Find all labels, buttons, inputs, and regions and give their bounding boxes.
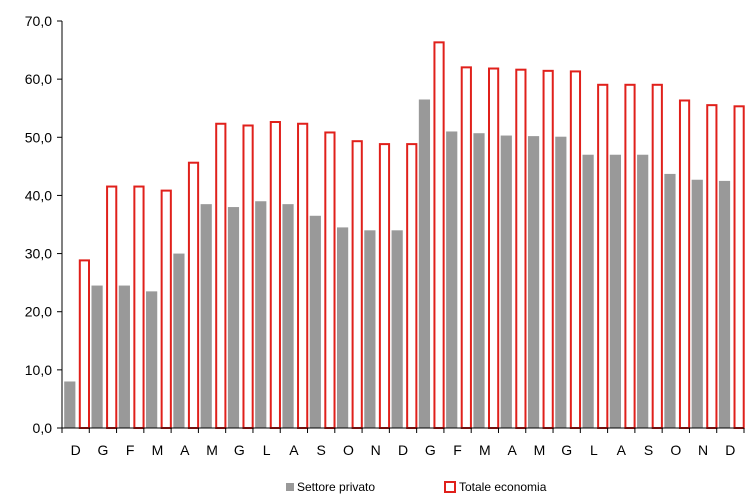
bar-settore-privato bbox=[582, 154, 594, 428]
bar-settore-privato bbox=[282, 204, 294, 428]
bar-settore-privato bbox=[664, 173, 676, 428]
legend-item-settore-privato: Settore privato bbox=[286, 480, 375, 494]
bar-totale-economia bbox=[515, 68, 527, 429]
bar-totale-economia bbox=[133, 185, 145, 429]
bar-totale-economia bbox=[378, 143, 391, 429]
y-tick-label: 0,0 bbox=[33, 420, 53, 436]
bar-settore-privato bbox=[691, 179, 703, 428]
x-tick-label: G bbox=[97, 442, 108, 458]
bar-totale-economia bbox=[160, 189, 172, 429]
y-tick-label: 60,0 bbox=[25, 71, 52, 87]
x-tick-label: L bbox=[590, 442, 598, 458]
x-tick-label: G bbox=[561, 442, 572, 458]
bar-settore-privato bbox=[391, 230, 403, 428]
x-tick-label: A bbox=[289, 442, 299, 458]
bar-settore-privato bbox=[255, 201, 267, 428]
x-tick-label: O bbox=[670, 442, 681, 458]
x-tick-label: S bbox=[644, 442, 653, 458]
bar-totale-economia bbox=[106, 185, 118, 429]
x-tick-label: O bbox=[343, 442, 354, 458]
x-tick-label: A bbox=[180, 442, 190, 458]
bar-settore-privato bbox=[609, 154, 621, 428]
bar-totale-economia bbox=[324, 131, 336, 429]
y-tick-label: 50,0 bbox=[25, 129, 52, 145]
legend-swatch-settore-privato bbox=[286, 483, 294, 491]
legend: Settore privato Totale economia bbox=[286, 480, 547, 494]
x-tick-label: S bbox=[316, 442, 325, 458]
bar-settore-privato bbox=[118, 285, 130, 428]
bar-totale-economia bbox=[269, 121, 281, 430]
bar-totale-economia bbox=[651, 83, 663, 430]
bar-totale-economia bbox=[351, 140, 363, 429]
bar-settore-privato bbox=[146, 291, 158, 428]
bar-settore-privato bbox=[500, 135, 512, 428]
bar-settore-privato bbox=[91, 285, 103, 428]
bars bbox=[64, 41, 745, 430]
x-tick-label: G bbox=[234, 442, 245, 458]
bar-totale-economia bbox=[187, 161, 200, 429]
y-axis: 0,0 10,0 20,0 30,0 40,0 50,0 60,0 70,0 bbox=[25, 13, 63, 436]
bar-settore-privato bbox=[227, 207, 240, 428]
x-tick-label: M bbox=[479, 442, 491, 458]
bar-settore-privato bbox=[364, 230, 376, 428]
y-tick-label: 40,0 bbox=[25, 187, 52, 203]
legend-item-totale-economia: Totale economia bbox=[444, 480, 547, 494]
bar-settore-privato bbox=[446, 131, 458, 428]
bar-totale-economia bbox=[624, 83, 636, 430]
bar-totale-economia bbox=[460, 66, 472, 429]
bar-totale-economia bbox=[242, 124, 254, 429]
y-tick-label: 10,0 bbox=[25, 362, 52, 378]
legend-label-settore-privato: Settore privato bbox=[297, 480, 375, 494]
bar-settore-privato bbox=[200, 204, 212, 428]
bar-settore-privato bbox=[173, 253, 185, 428]
bar-totale-economia bbox=[678, 99, 691, 429]
legend-swatch-totale-economia bbox=[444, 481, 456, 493]
bar-totale-economia bbox=[542, 69, 554, 429]
bar-totale-economia bbox=[297, 122, 309, 429]
x-tick-label: A bbox=[617, 442, 627, 458]
bar-settore-privato bbox=[527, 136, 540, 428]
bar-settore-privato bbox=[64, 381, 76, 428]
y-tick-label: 20,0 bbox=[25, 304, 52, 320]
bar-totale-economia bbox=[215, 122, 227, 429]
bar-totale-economia bbox=[569, 70, 582, 430]
bar-totale-economia bbox=[78, 259, 91, 429]
bar-totale-economia bbox=[406, 143, 418, 429]
bar-totale-economia bbox=[488, 67, 500, 429]
x-tick-label: M bbox=[206, 442, 218, 458]
bar-settore-privato bbox=[555, 136, 567, 428]
bar-totale-economia bbox=[597, 83, 609, 430]
x-tick-label: D bbox=[71, 442, 81, 458]
bar-settore-privato bbox=[718, 180, 731, 428]
x-tick-label: N bbox=[698, 442, 708, 458]
x-tick-label: L bbox=[263, 442, 271, 458]
bar-settore-privato bbox=[337, 227, 349, 428]
x-tick-label: D bbox=[398, 442, 408, 458]
x-tick-label: F bbox=[126, 442, 135, 458]
x-tick-label: G bbox=[425, 442, 436, 458]
bar-totale-economia bbox=[733, 105, 745, 430]
bar-settore-privato bbox=[473, 133, 485, 429]
x-tick-label: A bbox=[507, 442, 517, 458]
x-tick-label: N bbox=[371, 442, 381, 458]
bar-totale-economia bbox=[706, 104, 718, 429]
x-tick-label: M bbox=[152, 442, 164, 458]
bar-totale-economia bbox=[433, 41, 445, 429]
legend-label-totale-economia: Totale economia bbox=[459, 480, 547, 494]
x-tick-label: D bbox=[725, 442, 735, 458]
x-tick-label: M bbox=[534, 442, 546, 458]
y-tick-label: 70,0 bbox=[25, 13, 52, 29]
y-tick-label: 30,0 bbox=[25, 246, 52, 262]
bar-settore-privato bbox=[418, 99, 431, 428]
bar-settore-privato bbox=[637, 154, 649, 428]
x-tick-label: F bbox=[453, 442, 462, 458]
bar-settore-privato bbox=[309, 215, 321, 428]
